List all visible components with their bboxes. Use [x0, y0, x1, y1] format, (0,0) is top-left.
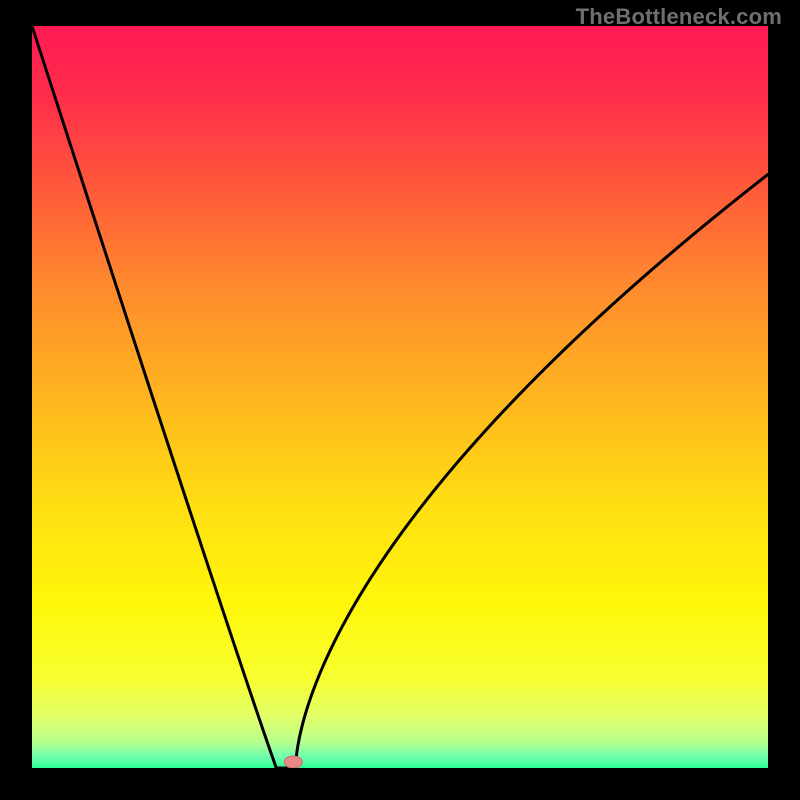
- chart-frame: TheBottleneck.com: [0, 0, 800, 800]
- bottleneck-curve-plot: [32, 26, 768, 768]
- optimum-marker: [284, 756, 302, 768]
- plot-background: [32, 26, 768, 768]
